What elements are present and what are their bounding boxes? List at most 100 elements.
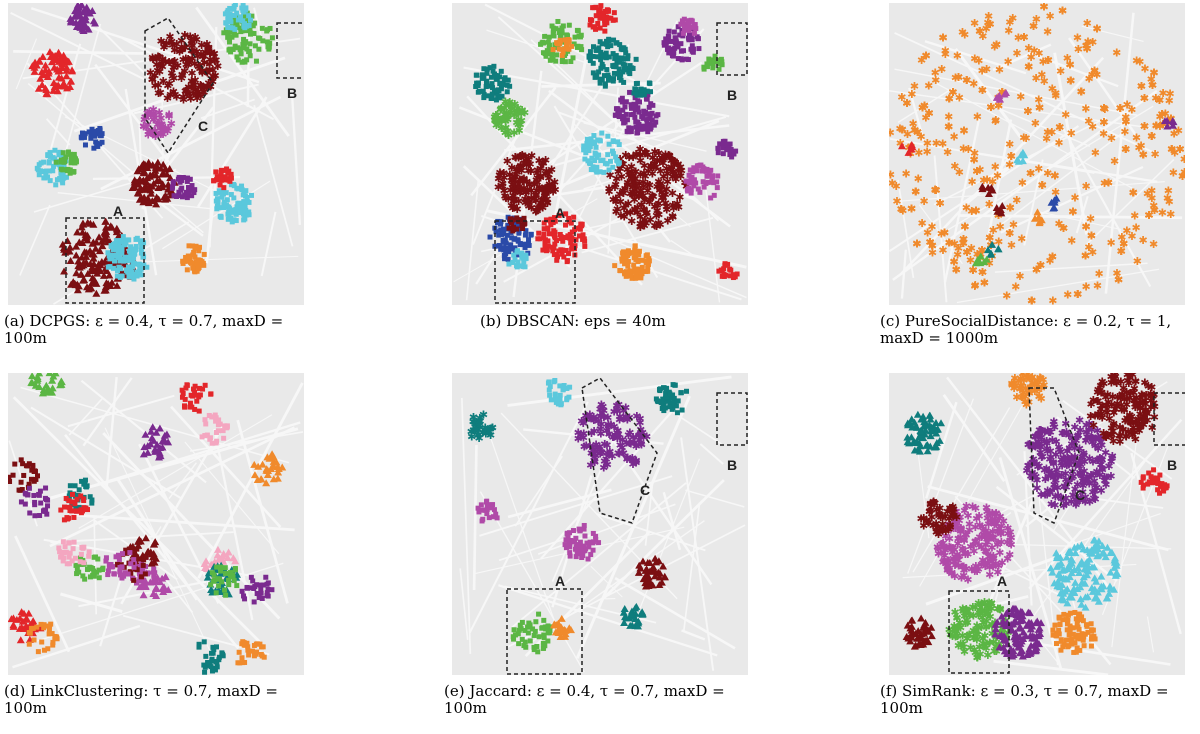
svg-text:✱: ✱ [155,51,164,64]
svg-text:✱: ✱ [628,452,637,465]
svg-text:✱: ✱ [978,30,987,43]
svg-text:✱: ✱ [1099,116,1108,129]
svg-text:✱: ✱ [148,125,157,138]
svg-text:✱: ✱ [921,49,930,62]
svg-text:✱: ✱ [1090,439,1099,452]
svg-text:✱: ✱ [985,257,994,270]
svg-text:✱: ✱ [501,115,510,128]
svg-text:✱: ✱ [199,86,208,99]
svg-text:✱: ✱ [176,44,185,57]
svg-text:✱: ✱ [1178,170,1185,183]
svg-text:✱: ✱ [1090,475,1099,488]
svg-text:✱: ✱ [159,124,168,137]
svg-text:✱: ✱ [1083,431,1092,444]
svg-text:✱: ✱ [188,78,197,91]
svg-text:✱: ✱ [1065,442,1074,455]
svg-text:✱: ✱ [1149,67,1158,80]
svg-text:✱: ✱ [634,430,643,443]
svg-text:✱: ✱ [652,154,661,167]
svg-text:✱: ✱ [986,101,995,114]
svg-text:✱: ✱ [610,421,619,434]
svg-text:✱: ✱ [977,244,986,257]
svg-text:✱: ✱ [1149,200,1158,213]
svg-text:✱: ✱ [939,31,948,44]
svg-text:✱: ✱ [1155,94,1164,107]
svg-text:✱: ✱ [1019,31,1028,44]
svg-text:✱: ✱ [1140,120,1149,133]
svg-text:✱: ✱ [668,199,677,212]
svg-text:✱: ✱ [531,205,540,218]
svg-text:✱: ✱ [665,150,674,163]
svg-text:✱: ✱ [971,204,980,217]
svg-text:✱: ✱ [978,266,987,279]
svg-text:✱: ✱ [1167,143,1176,156]
svg-text:✱: ✱ [1167,143,1176,156]
svg-text:✱: ✱ [162,37,171,50]
svg-text:✱: ✱ [635,434,644,447]
svg-text:✱: ✱ [158,128,167,141]
svg-text:✱: ✱ [959,237,968,250]
svg-text:✱: ✱ [978,84,987,97]
svg-text:✱: ✱ [604,420,613,433]
svg-text:✱: ✱ [1093,23,1102,36]
svg-text:✱: ✱ [1067,451,1076,464]
svg-text:✱: ✱ [913,126,922,139]
svg-text:✱: ✱ [1024,61,1033,74]
svg-text:✱: ✱ [517,108,526,121]
svg-text:✱: ✱ [503,125,512,138]
svg-text:✱: ✱ [630,187,639,200]
svg-text:✱: ✱ [1147,185,1156,198]
svg-text:✱: ✱ [633,207,642,220]
svg-text:✱: ✱ [1032,263,1041,276]
svg-text:✱: ✱ [664,149,673,162]
svg-text:✱: ✱ [525,158,534,171]
svg-text:✱: ✱ [1092,482,1101,495]
svg-text:✱: ✱ [940,227,949,240]
svg-text:✱: ✱ [187,75,196,88]
svg-text:✱: ✱ [1075,414,1084,427]
svg-text:✱: ✱ [1147,192,1156,205]
svg-text:✱: ✱ [1064,476,1073,489]
svg-text:✱: ✱ [980,276,989,289]
svg-text:✱: ✱ [676,161,685,174]
svg-text:✱: ✱ [636,217,645,230]
svg-text:✱: ✱ [1140,120,1149,133]
svg-text:✱: ✱ [545,178,554,191]
svg-text:✱: ✱ [179,91,188,104]
svg-text:✱: ✱ [607,450,616,463]
svg-text:✱: ✱ [632,454,641,467]
svg-text:✱: ✱ [1099,116,1108,129]
svg-text:✱: ✱ [1090,65,1099,78]
svg-text:✱: ✱ [985,18,994,31]
svg-text:✱: ✱ [952,264,961,277]
svg-text:✱: ✱ [165,78,174,91]
svg-text:✱: ✱ [1035,102,1044,115]
svg-text:✱: ✱ [547,164,556,177]
svg-text:✱: ✱ [907,202,916,215]
svg-text:✱: ✱ [1180,153,1185,166]
svg-text:✱: ✱ [522,159,531,172]
svg-text:✱: ✱ [1063,52,1072,65]
svg-text:✱: ✱ [516,161,525,174]
svg-text:✱: ✱ [507,199,516,212]
svg-text:✱: ✱ [1079,449,1088,462]
svg-text:✱: ✱ [625,426,634,439]
svg-text:✱: ✱ [507,103,516,116]
svg-text:✱: ✱ [500,102,509,115]
svg-text:✱: ✱ [1148,79,1157,92]
svg-text:✱: ✱ [1031,117,1040,130]
svg-text:✱: ✱ [511,151,520,164]
svg-text:✱: ✱ [1048,250,1057,263]
svg-text:✱: ✱ [1086,212,1095,225]
svg-text:✱: ✱ [985,18,994,31]
svg-text:✱: ✱ [998,86,1007,99]
svg-text:✱: ✱ [1121,115,1130,128]
svg-text:✱: ✱ [1050,421,1059,434]
svg-text:✱: ✱ [143,107,152,120]
svg-text:✱: ✱ [169,61,178,74]
svg-text:✱: ✱ [993,169,1002,182]
svg-text:✱: ✱ [1107,132,1116,145]
svg-text:✱: ✱ [186,55,195,68]
svg-text:✱: ✱ [1051,186,1060,199]
svg-text:✱: ✱ [672,170,681,183]
